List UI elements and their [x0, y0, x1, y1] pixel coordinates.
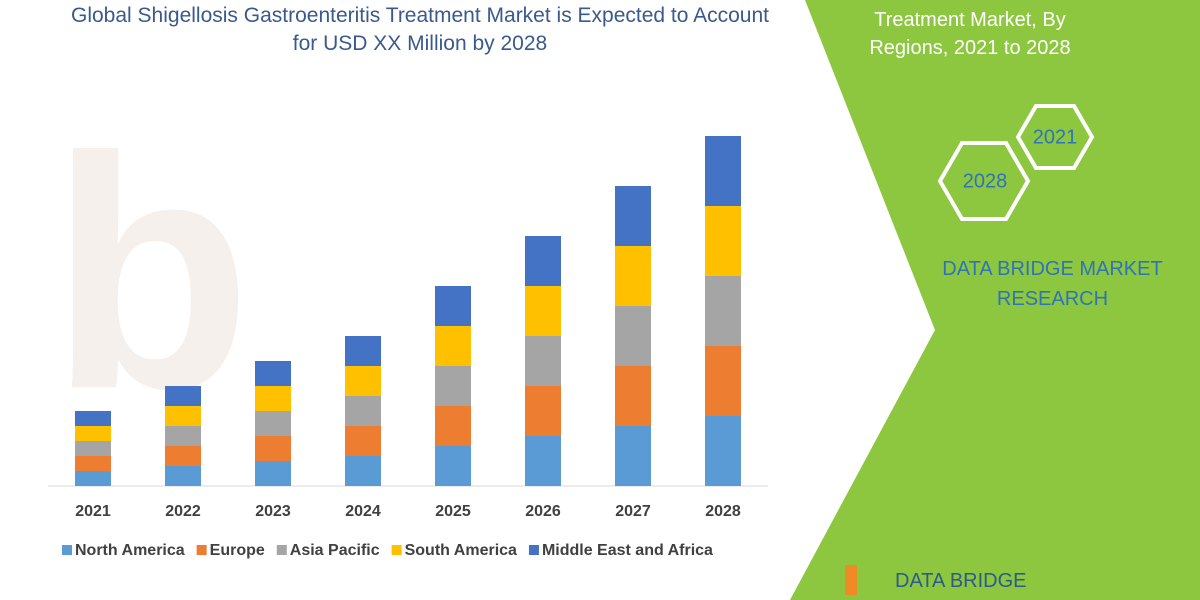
bar-segment [75, 471, 111, 486]
green-panel [790, 0, 1200, 600]
watermark: b [50, 88, 252, 457]
bar-segment [435, 286, 471, 326]
bar-segment [75, 456, 111, 471]
legend-swatch [62, 545, 72, 555]
bar-segment [255, 461, 291, 486]
bar-segment [75, 411, 111, 426]
logo-text: DATA BRIDGE [895, 570, 1027, 592]
bar-segment [75, 441, 111, 456]
chart-title: Global Shigellosis Gastroenteritis Treat… [71, 4, 769, 55]
legend-swatch [391, 545, 402, 555]
bar-segment [165, 446, 201, 466]
bar-segment [165, 426, 201, 446]
bar-segment [435, 406, 471, 446]
bar-segment [255, 361, 291, 386]
bar-segment [615, 246, 651, 306]
legend-label: North America [75, 542, 185, 559]
bar-segment [345, 426, 381, 456]
bar-segment [615, 426, 651, 486]
bar-segment [705, 206, 741, 276]
bar-segment [255, 386, 291, 411]
bar-segment [615, 186, 651, 246]
bar-segment [525, 436, 561, 486]
bar-segment [705, 276, 741, 346]
legend-swatch [528, 545, 539, 555]
x-tick-label: 2028 [705, 503, 741, 520]
panel-heading: Treatment Market, By Regions, 2021 to 20… [869, 9, 1071, 59]
logo-icon [845, 565, 857, 595]
legend-label: South America [405, 542, 517, 559]
bar-segment [165, 406, 201, 426]
x-tick-label: 2023 [255, 503, 291, 520]
bar-segment [435, 326, 471, 366]
x-tick-label: 2026 [525, 503, 561, 520]
legend-swatch [276, 545, 287, 555]
bar-segment [345, 336, 381, 366]
bar-segment [525, 336, 561, 386]
bar-segment [705, 416, 741, 486]
hexagon [1015, 104, 1095, 170]
bar-segment [525, 386, 561, 436]
bar-segment [75, 426, 111, 441]
x-tick-label: 2025 [435, 503, 471, 520]
legend-label: Middle East and Africa [542, 542, 713, 559]
bar-segment [705, 346, 741, 416]
bar-segment [345, 456, 381, 486]
legend-label: Asia Pacific [290, 542, 380, 559]
x-tick-label: 2021 [75, 503, 111, 520]
hexagon [937, 141, 1031, 221]
x-tick-label: 2022 [165, 503, 201, 520]
legend-label: Europe [210, 542, 265, 559]
bar-segment [255, 411, 291, 436]
brand: DATA BRIDGE MARKET RESEARCH [942, 258, 1163, 310]
bar-segment [615, 306, 651, 366]
bar-segment [345, 396, 381, 426]
bar-segment [435, 446, 471, 486]
hexagon-label: 2021 [1033, 126, 1078, 148]
bar-segment [705, 136, 741, 206]
bar-segment [525, 286, 561, 336]
bar-segment [255, 436, 291, 461]
bar-segment [165, 466, 201, 486]
bar-segment [615, 366, 651, 426]
hexagon-label: 2028 [963, 170, 1008, 192]
bar-segment [525, 236, 561, 286]
x-tick-label: 2024 [345, 503, 381, 520]
bar-segment [345, 366, 381, 396]
legend-swatch [196, 545, 207, 555]
bar-segment [435, 366, 471, 406]
x-tick-label: 2027 [615, 503, 651, 520]
bar-segment [165, 386, 201, 406]
